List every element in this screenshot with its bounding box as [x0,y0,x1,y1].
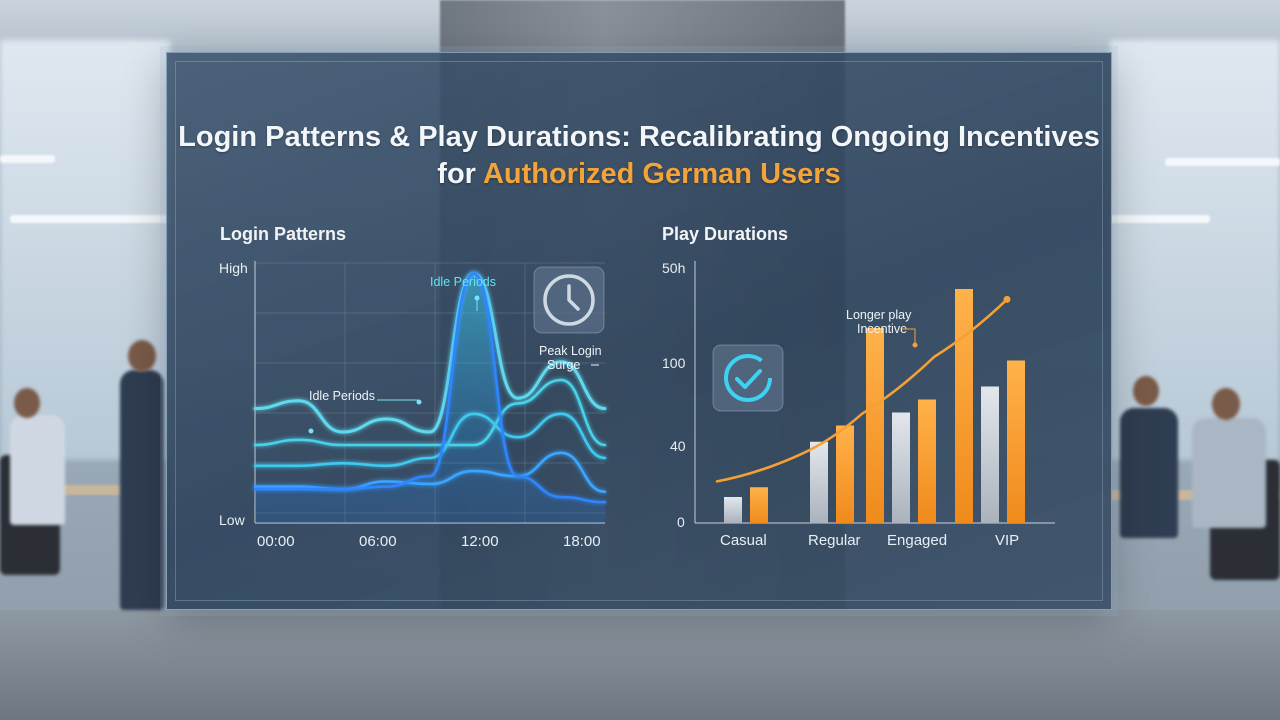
longer-play-dot [912,342,918,348]
login-y-label-high: High [219,260,248,276]
login-series-line [253,271,607,434]
play-y-label: 100 [662,355,686,371]
person [1120,408,1178,538]
login-x-label: 12:00 [461,533,499,550]
annotation-idle-left: Idle Periods [309,389,375,403]
annotation-longer-play-line1: Longer play [846,308,912,322]
login-y-label-low: Low [219,512,246,528]
play-bar [866,328,884,523]
play-bar [810,441,828,523]
annotation-peak-line1: Peak Login [539,344,602,358]
ceiling-light [1165,158,1280,166]
person-head [128,340,156,372]
play-bars-group [724,289,1025,523]
play-chart-title: Play Durations [662,224,789,244]
play-x-label: VIP [995,532,1019,549]
panel-inner-border [175,61,1103,601]
login-x-label: 00:00 [257,533,295,550]
login-series-group [253,271,607,523]
login-x-label: 18:00 [563,533,601,550]
login-chart: High Low 00:00 06:00 12:00 18:00 Idle Pe… [219,260,607,550]
play-bar [836,425,854,523]
person-head [1133,376,1159,406]
title-main: Login Patterns & Play Durations: Recalib… [178,121,1100,190]
annotation-peak-line2: Surge [547,358,580,372]
ceiling-light [10,215,170,223]
annotation-idle-top: Idle Periods [430,275,496,289]
login-series-line [253,272,607,504]
floor [0,610,1280,720]
presentation-panel: Login Patterns & Play Durations: Recalib… [166,52,1112,610]
person-head [14,388,40,418]
login-chart-title: Login Patterns [220,224,347,244]
annotation-longer-play-line2: Incentive [857,322,907,336]
play-y-label: 0 [677,514,685,530]
play-x-label: Engaged [887,532,947,549]
longer-play-leader [902,328,916,343]
peak-annotation-dot [474,295,480,301]
play-x-label: Regular [808,532,861,549]
check-circle-icon [712,344,784,412]
play-bar [724,497,742,523]
charts-canvas: High Low 00:00 06:00 12:00 18:00 Idle Pe… [219,260,1055,550]
trend-line [715,298,1009,483]
play-y-label: 50h [662,260,685,276]
person [10,415,65,525]
ceiling-light [0,155,55,163]
play-bar [1007,360,1025,523]
idle-annotation-dot [416,399,422,405]
title-highlight: Authorized German Users [482,158,841,190]
person [120,370,164,610]
clock-icon [533,266,605,334]
idle-annotation-dot [308,428,314,434]
play-trend-group [715,295,1011,483]
person-head [1212,388,1240,420]
play-bar [981,386,999,523]
play-bar [750,487,768,523]
page-title: Login Patterns & Play Durations: Recalib… [167,119,1111,193]
trend-end-dot [1003,295,1011,303]
play-y-label: 40 [670,438,686,454]
login-x-label: 06:00 [359,533,397,550]
play-chart: 50h 100 40 0 Casual Regular Engaged VIP … [662,260,1055,549]
desk [40,485,135,495]
play-x-label: Casual [720,532,767,549]
login-series-line [253,451,607,494]
play-bar [918,399,936,523]
person [1192,418,1266,528]
idle-annotation-leader [377,399,420,403]
play-bar [955,289,973,523]
ceiling-light [1110,215,1210,223]
play-bar [892,412,910,523]
